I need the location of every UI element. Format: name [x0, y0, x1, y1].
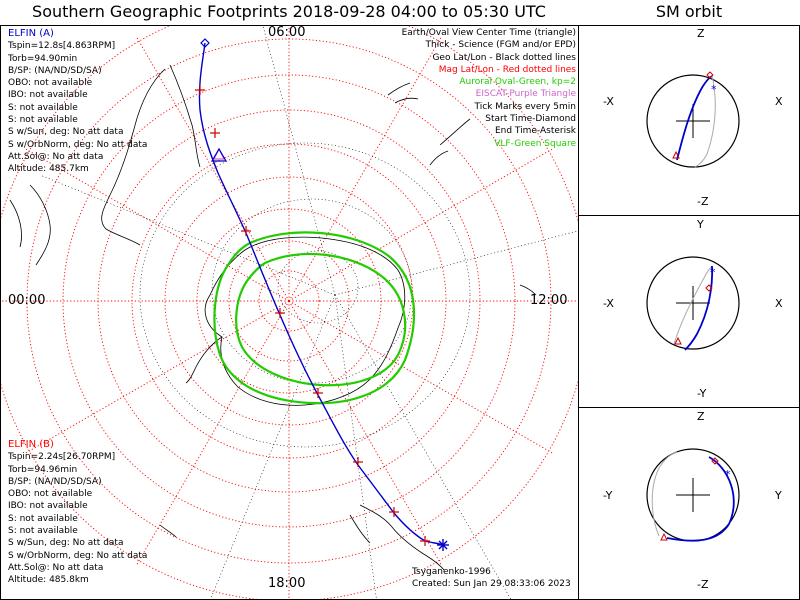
sm2-right-label: X [775, 297, 783, 310]
elfin-b-info: ELFIN (B) Tspin=2.24s[26.70RPM] Torb=94.… [8, 439, 147, 587]
elfin-a-track [195, 38, 449, 551]
antarctica-coast [204, 236, 406, 406]
elfin-a-line: Altitude: 485.7km [8, 164, 89, 175]
southern-islands [159, 284, 537, 538]
sm3-top-label: Z [697, 410, 705, 423]
elfin-a-line: S w/Sun, deg: No att data [8, 127, 124, 138]
elfin-b-header: ELFIN (B) [8, 439, 54, 450]
elfin-b-line: S: not available [8, 513, 78, 524]
sm3-right-label: Y [775, 489, 782, 502]
elfin-a-line: S w/OrbNorm, deg: No att data [8, 139, 148, 150]
track-tick-marks [195, 85, 430, 546]
sm1-top-label: Z [697, 27, 705, 40]
sm-panel-yz [578, 407, 800, 600]
elfin-a-line: Torb=94.90min [8, 53, 78, 64]
antarctic-peninsula [185, 336, 223, 384]
svg-text:*: * [710, 266, 716, 279]
elfin-a-track-line [198, 42, 444, 546]
elfin-a-header: ELFIN (A) [8, 28, 54, 39]
sm3-left-label: -Y [603, 489, 613, 502]
time-label-left: 00:00 [8, 293, 46, 308]
footprint-map [1, 26, 578, 599]
elfin-b-line: Altitude: 485.8km [8, 575, 89, 586]
australia-coast [349, 504, 445, 571]
page-title: Southern Geographic Footprints 2018-09-2… [32, 2, 546, 21]
elfin-a-line: B/SP: (NA/ND/SD/SA) [8, 65, 102, 76]
center-time-triangle [210, 147, 228, 162]
elfin-a-line: Att.Sol@: No att data [8, 151, 104, 162]
sm2-bottom-label: -Y [697, 387, 707, 400]
elfin-b-line: OBO: not available [8, 489, 93, 500]
legend-item-view-center: Earth/Oval View Center Time (triangle) [401, 28, 576, 38]
legend-item-eiscat: EISCAT-Purple Triangle [475, 89, 576, 100]
sm-orbit-title: SM orbit [655, 2, 723, 21]
elfin-a-line: S: not available [8, 115, 78, 126]
sm1-left-label: -X [603, 95, 614, 108]
africa-coast [9, 184, 51, 266]
sm-panel-xy [578, 215, 800, 408]
elfin-b-line: S w/Sun, deg: No att data [8, 538, 124, 549]
elfin-a-line: IBO: not available [8, 90, 88, 101]
map-panel [0, 25, 579, 600]
elfin-b-line: Att.Sol@: No att data [8, 562, 104, 573]
legend-item-geo-grid: Geo Lat/Lon - Black dotted lines [432, 52, 576, 63]
coastlines [9, 64, 537, 571]
elfin-b-line: IBO: not available [8, 501, 88, 512]
time-label-top: 06:00 [268, 25, 306, 40]
elfin-a-line: S: not available [8, 102, 78, 113]
elfin-b-line: S: not available [8, 526, 78, 537]
elfin-a-line: Tspin=12.8s[4.863RPM] [8, 41, 116, 52]
map-legend: Earth/Oval View Center Time (triangle) T… [402, 27, 576, 150]
south-america-coast [101, 64, 201, 246]
auroral-oval [213, 231, 416, 405]
svg-text:*: * [725, 468, 731, 481]
sm-orbit-xy-plot: * [646, 256, 740, 351]
elfin-b-line: Torb=94.96min [8, 464, 78, 475]
sm-orbit-xz-plot: * [646, 71, 740, 168]
elfin-b-line: Tspin=2.24s[26.70RPM] [8, 452, 116, 463]
sm3-bottom-label: -Z [697, 578, 709, 591]
new-zealand-coast [429, 118, 471, 166]
start-diamond-marker [200, 38, 210, 48]
sm1-right-label: X [775, 95, 783, 108]
legend-item-auroral-oval: Auroral Oval-Green, kp=2 [459, 77, 576, 88]
island-coast [387, 82, 419, 104]
model-credit: Tsyganenko-1996 [412, 567, 491, 577]
legend-item-vlf: VLF-Green Square [494, 138, 576, 149]
auroral-oval-inner [235, 252, 407, 387]
time-label-bottom: 18:00 [268, 576, 306, 591]
sm2-top-label: Y [697, 218, 704, 231]
auroral-oval-outer [213, 231, 416, 405]
time-label-right: 12:00 [530, 293, 568, 308]
svg-text:*: * [711, 83, 717, 96]
legend-item-start-time: Start Time-Diamond [485, 114, 576, 125]
elfin-a-line: OBO: not available [8, 78, 93, 89]
elfin-b-line: B/SP: (NA/ND/SD/SA) [8, 476, 102, 487]
elfin-b-line: S w/OrbNorm, deg: No att data [8, 550, 148, 561]
legend-item-end-time: End Time-Asterisk [494, 126, 576, 137]
elfin-a-info: ELFIN (A) Tspin=12.8s[4.863RPM] Torb=94.… [8, 28, 147, 176]
legend-item-tick-marks: Tick Marks every 5min [474, 101, 576, 112]
created-timestamp: Created: Sun Jan 29 08:33:06 2023 [412, 579, 571, 589]
legend-item-science: Thick - Science (FGM and/or EPD) [425, 40, 576, 51]
sm2-left-label: -X [603, 297, 614, 310]
sm1-bottom-label: -Z [697, 195, 709, 208]
sm-orbit-yz-plot: * [646, 448, 740, 542]
end-asterisk-marker [437, 539, 449, 551]
legend-item-mag-grid: Mag Lat/Lon - Red dotted lines [438, 64, 576, 75]
